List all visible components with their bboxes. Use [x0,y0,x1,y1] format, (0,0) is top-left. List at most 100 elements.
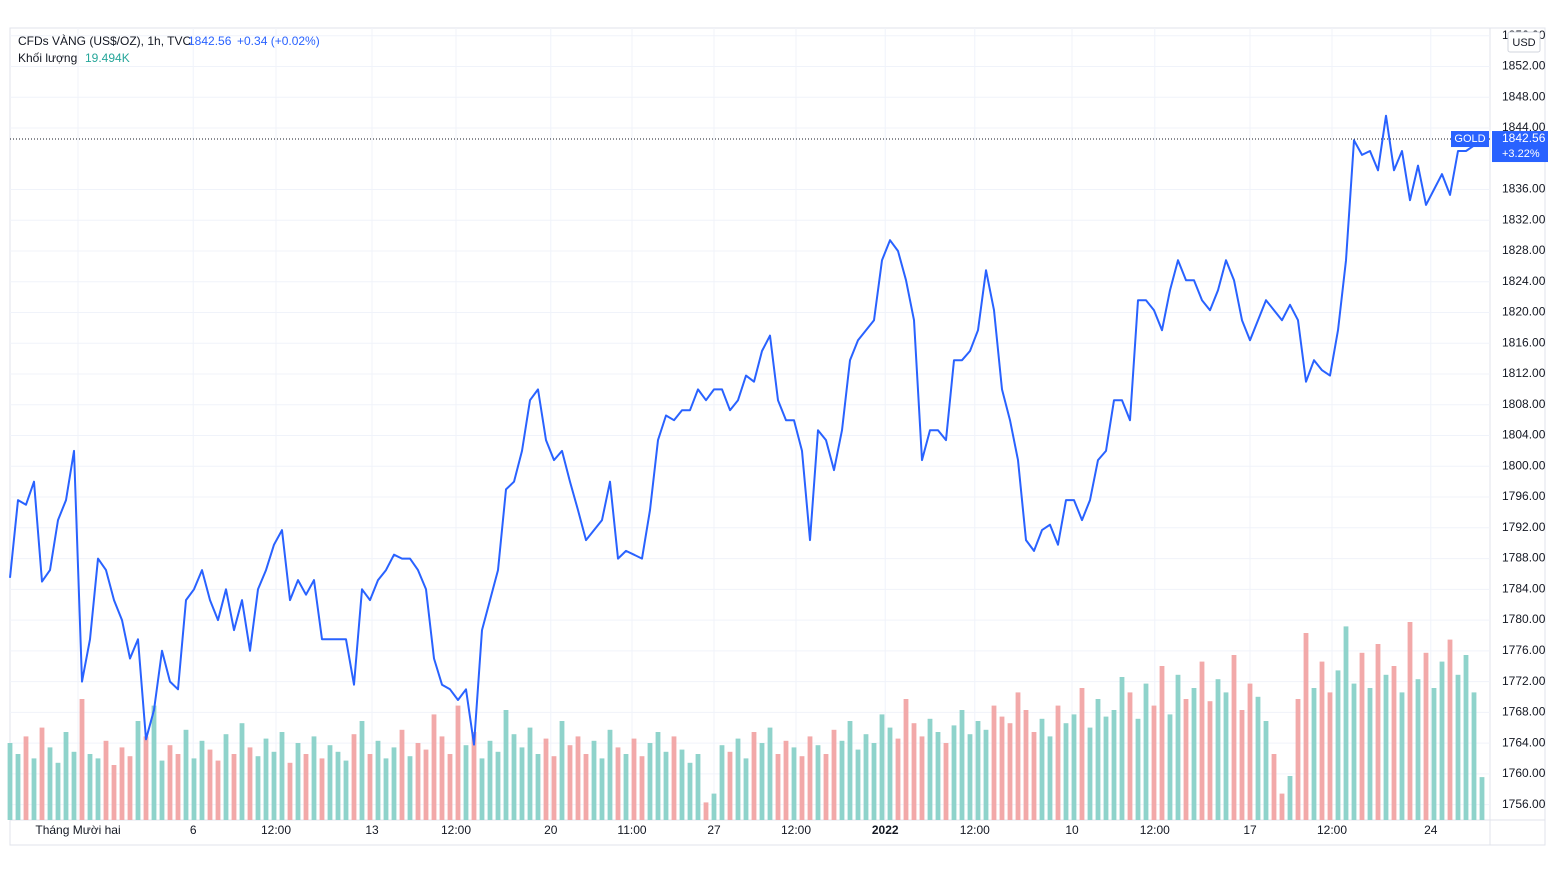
volume-bar [967,734,973,820]
volume-bar [303,754,309,820]
volume-bar [775,754,781,820]
price-tag [1492,131,1548,163]
volume-bar [815,745,821,820]
volume-bar [1319,661,1325,820]
volume-bar [23,736,29,820]
volume-bar [215,760,221,820]
volume-bar [1375,644,1381,820]
volume-bar [1215,679,1221,820]
volume-bar [327,745,333,820]
price-tag-value: 1842.56 [1502,131,1546,145]
x-tick-label: Tháng Mười hai [35,823,120,837]
volume-bar [1039,718,1045,820]
y-tick-label: 1760.00 [1502,766,1546,780]
y-tick-label: 1788.00 [1502,551,1546,565]
volume-bar [263,738,269,820]
volume-bar [95,758,101,820]
volume-bar [1447,639,1453,820]
volume-bar [351,734,357,820]
volume-bar [223,734,229,820]
volume-bar [1071,714,1077,820]
y-tick-label: 1816.00 [1502,335,1546,349]
volume-bar [807,736,813,820]
volume-bar [119,747,125,820]
volume-bar [295,743,301,820]
volume-bar [319,758,325,820]
header-price: 1842.56 [188,34,232,48]
volume-bar [383,758,389,820]
volume-bar [663,751,669,820]
volume-bar [399,729,405,820]
volume-bar [1031,732,1037,820]
volume-bar [1111,710,1117,820]
volume-bar [127,756,133,820]
y-tick-label: 1780.00 [1502,612,1546,626]
volume-bar [911,723,917,820]
volume-bar [1231,655,1237,820]
volume-bar [1479,777,1485,820]
volume-title: Khối lượng [18,51,77,65]
volume-bar [1023,710,1029,820]
volume-bar [1399,692,1405,820]
volume-bar [1431,688,1437,820]
y-tick-label: 1784.00 [1502,581,1546,595]
price-tag-change: +3.22% [1502,148,1540,160]
volume-bar [1415,679,1421,820]
volume-bar [711,793,717,820]
volume-bar [623,754,629,820]
volume-bar [1175,674,1181,820]
volume-bar [471,732,477,820]
volume-bar [863,734,869,820]
grid [10,28,1490,820]
currency-box[interactable] [1507,31,1541,53]
y-tick-label: 1828.00 [1502,243,1546,257]
volume-bar [199,740,205,820]
volume-bar [1303,633,1309,820]
volume-bar [31,758,37,820]
volume-bar [1151,705,1157,820]
currency-label[interactable]: USD [1512,37,1535,49]
volume-bar [919,736,925,820]
volume-bar [983,729,989,820]
volume-bar [1407,622,1413,820]
volume-bar [1239,710,1245,820]
y-tick-label: 1824.00 [1502,274,1546,288]
volume-bar [903,699,909,820]
volume-bar [1135,718,1141,820]
volume-bar [511,734,517,820]
volume-bar [799,756,805,820]
y-tick-label: 1800.00 [1502,458,1546,472]
y-tick-label: 1836.00 [1502,182,1546,196]
volume-bar [1167,714,1173,820]
x-tick-label: 17 [1243,823,1257,837]
volume-bar [679,749,685,820]
y-tick-label: 1820.00 [1502,305,1546,319]
volume-bar [143,736,149,820]
y-tick-label: 1852.00 [1502,59,1546,73]
volume-bar [1343,626,1349,820]
volume-bar [1191,688,1197,820]
volume-bar [1119,677,1125,820]
volume-bar [671,736,677,820]
volume-bar [1463,655,1469,820]
price-line [9,114,1483,746]
chart-frame [9,27,1546,846]
volume-bar [887,727,893,820]
volume-bar [279,732,285,820]
volume-bar [111,765,117,820]
volume-bar [207,749,213,820]
volume-bar [103,740,109,820]
volume-bar [415,743,421,820]
y-tick-label: 1808.00 [1502,397,1546,411]
x-tick-label: 11:00 [617,823,646,837]
volume-bar [1255,696,1261,820]
volume-bar [767,727,773,820]
volume-bar [7,743,13,820]
volume-bar [1471,692,1477,820]
x-tick-label: 24 [1424,823,1438,837]
volume-bar [1391,666,1397,820]
volume-bar [719,745,725,820]
volume-bar [959,710,965,820]
volume-bar [447,754,453,820]
volume-bar [1127,692,1133,820]
